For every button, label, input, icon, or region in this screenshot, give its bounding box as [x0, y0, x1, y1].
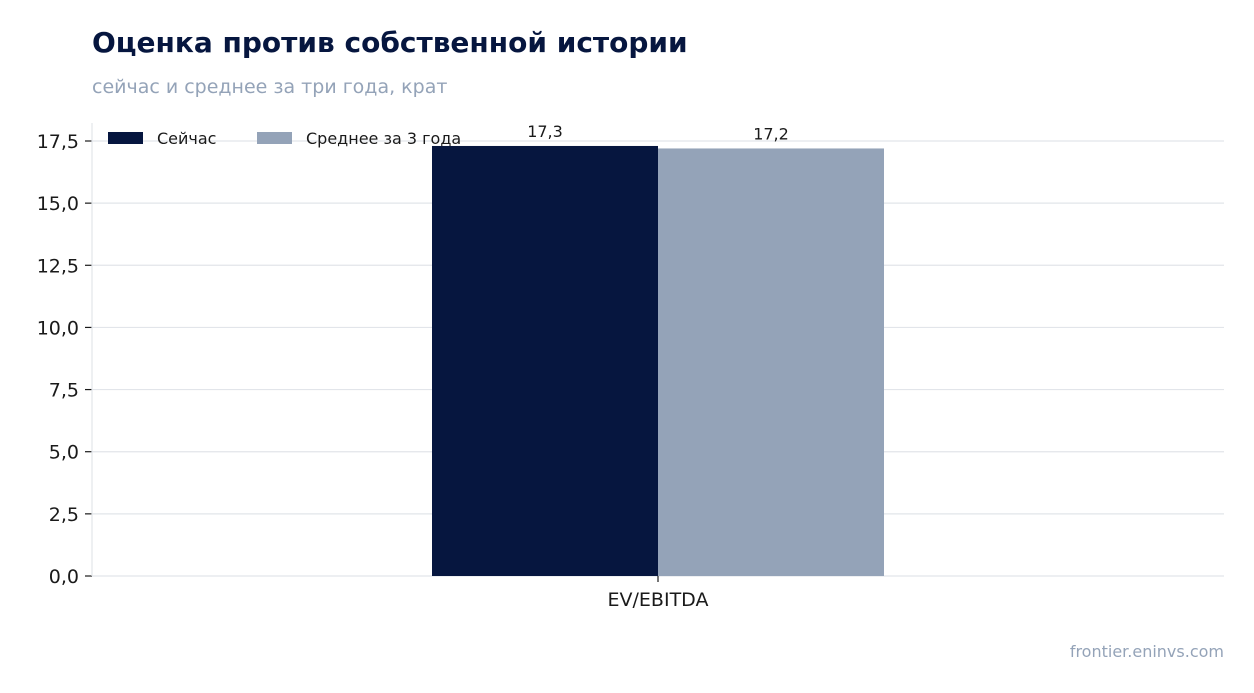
- source-credit: frontier.eninvs.com: [1069, 642, 1224, 661]
- legend-label: Сейчас: [157, 129, 216, 148]
- bar-value-label: 17,2: [753, 124, 789, 143]
- y-tick-label: 2,5: [49, 504, 79, 526]
- y-tick-label: 10,0: [37, 317, 79, 339]
- x-tick-label: EV/EBITDA: [608, 589, 709, 611]
- y-tick-label: 7,5: [49, 380, 79, 402]
- bar-avg: [658, 148, 884, 576]
- y-tick-label: 0,0: [49, 566, 79, 588]
- chart-subtitle: сейчас и среднее за три года, крат: [92, 76, 448, 98]
- legend-swatch: [108, 132, 143, 144]
- bar-value-label: 17,3: [527, 122, 563, 141]
- y-tick-label: 15,0: [37, 193, 79, 215]
- legend-swatch: [257, 132, 292, 144]
- y-tick-label: 12,5: [37, 255, 79, 277]
- bar-now: [432, 145, 658, 576]
- chart-title: Оценка против собственной истории: [92, 26, 688, 59]
- y-tick-label: 5,0: [49, 442, 79, 464]
- y-tick-label: 17,5: [37, 131, 79, 153]
- legend-label: Среднее за 3 года: [306, 129, 461, 148]
